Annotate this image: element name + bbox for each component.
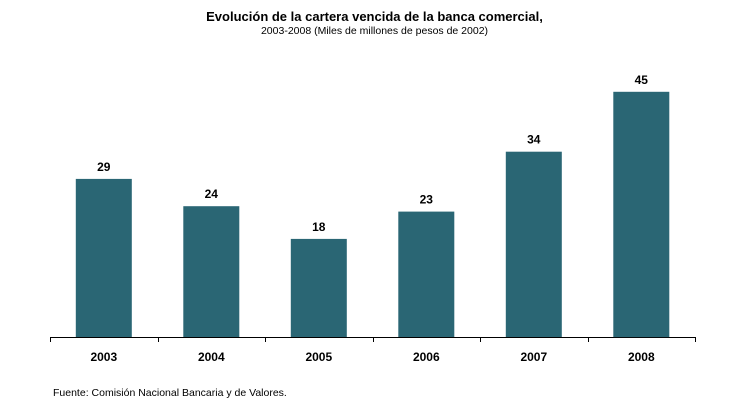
data-label-2004: 24 — [205, 187, 219, 201]
data-label-2006: 23 — [420, 193, 434, 207]
x-tick-label-2007: 2007 — [520, 350, 547, 364]
bar-2005 — [290, 238, 347, 337]
chart-subtitle: 2003-2008 (Miles de millones de pesos de… — [260, 25, 489, 37]
data-label-2007: 34 — [527, 133, 541, 147]
x-tick-label-2008: 2008 — [628, 350, 655, 364]
bar-2008 — [613, 91, 670, 338]
x-tick-label-2006: 2006 — [413, 350, 440, 364]
data-label-2005: 18 — [312, 220, 326, 234]
bar-2006 — [398, 211, 455, 337]
data-label-2003: 29 — [97, 160, 111, 174]
x-tick-label-2004: 2004 — [198, 350, 225, 364]
x-tick-label-2003: 2003 — [90, 350, 117, 364]
chart-title: Evolución de la cartera vencida de la ba… — [206, 9, 543, 24]
bar-2007 — [505, 151, 562, 337]
data-label-2008: 45 — [635, 73, 649, 87]
x-tick-label-2005: 2005 — [305, 350, 332, 364]
bar-2003 — [75, 178, 132, 337]
bar-2004 — [183, 206, 240, 337]
source-note: Fuente: Comisión Nacional Bancaria y de … — [53, 387, 287, 399]
